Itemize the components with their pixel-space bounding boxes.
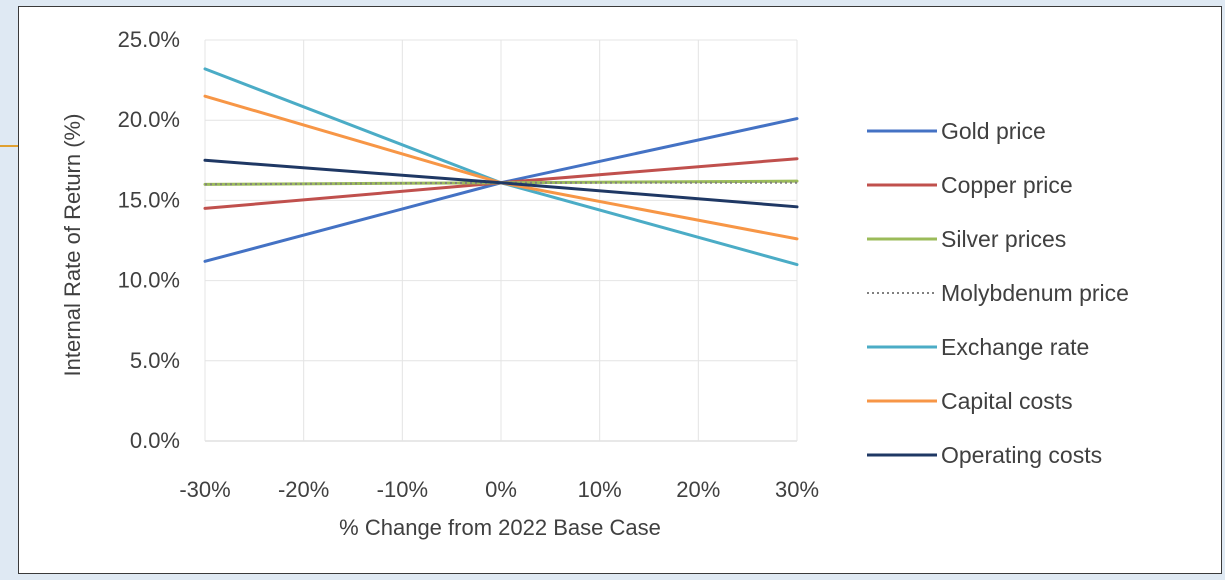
x-tick-label: -10% <box>377 477 428 502</box>
x-tick-label: 0% <box>485 477 517 502</box>
y-tick-label: 20.0% <box>118 107 180 132</box>
legend-label: Operating costs <box>941 442 1102 468</box>
series-line-operating-costs <box>203 158 799 209</box>
series-lines <box>203 67 799 267</box>
x-tick-labels: -30% -20% -10% 0% 10% 20% 30% <box>179 477 819 502</box>
legend-label: Capital costs <box>941 388 1073 414</box>
y-tick-label: 25.0% <box>118 27 180 52</box>
legend: Gold price Copper price Silver prices Molyb… <box>867 118 1129 468</box>
y-tick-label: 15.0% <box>118 187 180 212</box>
legend-label: Copper price <box>941 172 1073 198</box>
legend-label: Molybdenum price <box>941 280 1129 306</box>
x-axis-title: % Change from 2022 Base Case <box>339 515 661 540</box>
y-axis-title: Internal Rate of Return (%) <box>60 114 85 377</box>
y-tick-label: 10.0% <box>118 268 180 293</box>
legend-label: Silver prices <box>941 226 1066 252</box>
x-tick-label: -20% <box>278 477 329 502</box>
x-tick-label: 30% <box>775 477 819 502</box>
y-tick-labels: 0.0% 5.0% 10.0% 15.0% 20.0% 25.0% <box>118 27 180 453</box>
gridlines <box>204 39 798 442</box>
x-tick-label: 10% <box>578 477 622 502</box>
x-tick-label: 20% <box>676 477 720 502</box>
legend-label: Exchange rate <box>941 334 1089 360</box>
y-tick-label: 5.0% <box>130 348 180 373</box>
legend-label: Gold price <box>941 118 1046 144</box>
y-tick-label: 0.0% <box>130 428 180 453</box>
x-tick-label: -30% <box>179 477 230 502</box>
